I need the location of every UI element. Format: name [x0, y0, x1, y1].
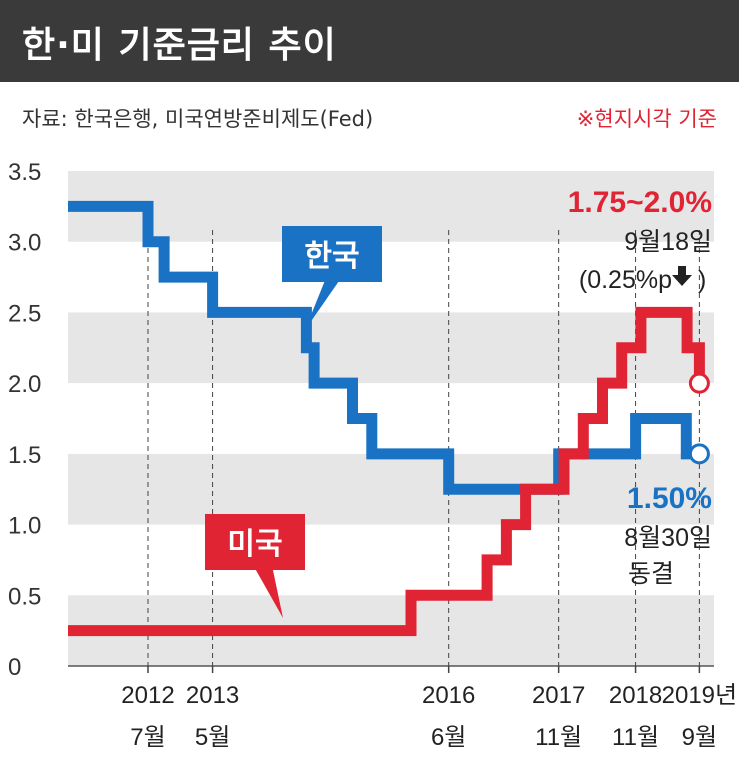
x-tick-year: 2012: [121, 682, 174, 709]
x-tick-month: 6월: [431, 724, 466, 751]
us-callout-tail: [248, 556, 283, 618]
grid-band: [68, 171, 714, 242]
grid-band: [68, 453, 714, 525]
y-tick-label: 2.0: [8, 371, 41, 398]
korea-callout-label: 한국: [304, 239, 359, 274]
us-rate-end-paren: ): [698, 266, 706, 294]
x-tick-month: 7월: [130, 724, 165, 751]
y-tick-label: 0.5: [8, 583, 41, 610]
korea-rate-end-label: 1.50%: [627, 482, 712, 515]
y-tick-label: 1.0: [8, 513, 41, 540]
korea-callout-tail: [305, 268, 348, 330]
us-callout-label: 미국: [227, 527, 282, 562]
x-tick-month: 5월: [195, 724, 230, 751]
grid-band: [68, 312, 714, 384]
korea-callout-box: [282, 226, 382, 282]
x-tick-year: 2016: [422, 682, 475, 709]
time-note: ※현지시각 기준: [576, 107, 717, 131]
page-title: 한·미 기준금리 추이: [22, 25, 337, 66]
y-tick-label: 0: [8, 654, 21, 681]
x-tick-year: 2019년: [662, 682, 737, 709]
us-end-marker: [688, 372, 710, 394]
us-rate-line: [68, 306, 705, 637]
down-arrow-icon: [672, 266, 692, 286]
x-tick-year: 2013: [186, 682, 239, 709]
korea-rate-end-date: 8월30일: [624, 524, 712, 552]
korea-end-marker: [688, 443, 710, 465]
x-tick-month: 9월: [682, 724, 717, 751]
title-bar: 한·미 기준금리 추이: [0, 0, 739, 82]
y-tick-label: 1.5: [8, 442, 41, 469]
us-callout-box: [205, 514, 305, 570]
us-rate-end-label: 1.75~2.0%: [568, 186, 712, 219]
x-tick-year: 2018: [609, 682, 662, 709]
x-tick-month: 11월: [612, 724, 659, 751]
korea-rate-end-status: 동결: [628, 560, 674, 588]
us-rate-end-change: (0.25%p: [579, 266, 672, 294]
y-tick-label: 3.0: [8, 230, 41, 257]
korea-rate-line: [68, 200, 700, 495]
y-tick-label: 2.5: [8, 300, 41, 327]
y-tick-label: 3.5: [8, 159, 41, 186]
x-tick-year: 2017: [532, 682, 585, 709]
x-tick-month: 11월: [535, 724, 582, 751]
us-rate-end-date: 9월18일: [624, 228, 712, 256]
source-note: 자료: 한국은행, 미국연방준비제도(Fed): [22, 107, 374, 131]
